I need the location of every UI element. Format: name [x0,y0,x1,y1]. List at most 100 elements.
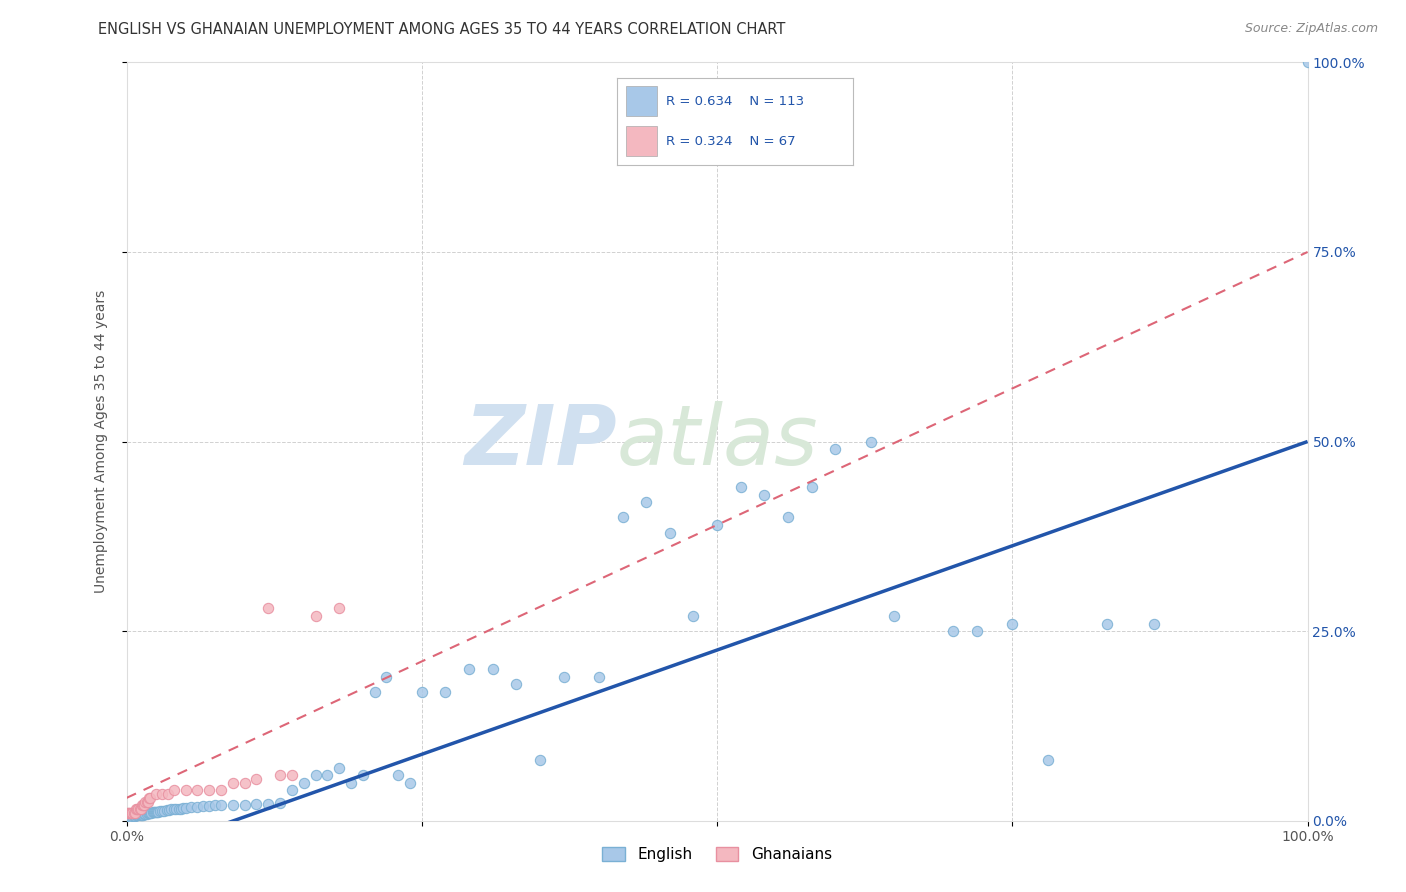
Text: ZIP: ZIP [464,401,617,482]
Point [1296,55,1319,70]
Point [129,807,152,822]
Point [148,805,170,819]
Point [411,685,433,699]
Point [142,805,165,820]
Point [125,802,148,816]
Point [136,806,159,821]
Point [163,783,186,797]
Point [121,809,143,823]
Point [170,801,193,815]
Point [146,805,169,819]
Point [156,787,179,801]
Point [824,442,846,457]
Point [160,802,183,816]
Point [156,803,179,817]
Point [120,810,142,824]
Point [139,806,162,821]
Point [859,434,882,449]
Point [363,685,385,699]
Point [135,795,157,809]
Point [141,805,163,820]
Point [118,810,141,824]
Point [1036,753,1059,767]
Point [776,510,799,524]
Point [505,677,527,691]
Point [883,608,905,623]
Point [135,806,157,821]
Point [754,487,776,501]
Point [328,760,350,774]
Point [204,798,226,813]
Point [553,669,575,683]
Point [730,480,752,494]
Point [209,783,232,797]
Point [127,802,149,816]
Point [172,801,194,815]
Point [304,608,326,623]
Point [434,685,457,699]
Point [157,803,180,817]
Point [257,797,280,811]
Point [118,806,141,821]
Point [115,806,138,821]
Point [153,804,176,818]
Point [245,772,267,786]
Point [122,806,145,821]
Point [281,768,304,782]
Point [127,808,149,822]
Point [233,776,256,790]
Point [588,669,610,683]
Y-axis label: Unemployment Among Ages 35 to 44 years: Unemployment Among Ages 35 to 44 years [94,290,108,593]
Point [145,805,167,819]
Point [292,776,315,790]
Point [352,768,374,782]
Point [125,808,148,822]
Point [245,797,267,811]
Point [141,806,163,821]
Point [138,791,160,805]
Point [198,799,221,814]
Point [131,798,153,813]
Point [129,802,152,816]
Point [120,810,142,824]
Point [1143,616,1166,631]
Point [120,806,142,821]
Legend: English, Ghanaians: English, Ghanaians [602,847,832,863]
Point [612,510,634,524]
Point [304,768,326,782]
Point [186,783,208,797]
Point [124,809,146,823]
Point [128,808,150,822]
Point [134,798,156,813]
Text: Source: ZipAtlas.com: Source: ZipAtlas.com [1244,22,1378,36]
Point [127,802,149,816]
Point [269,768,291,782]
Point [222,797,245,812]
Point [124,806,146,821]
Point [281,783,304,797]
Point [143,805,166,820]
Text: atlas: atlas [617,401,818,482]
Point [966,624,988,639]
Point [145,787,167,801]
Point [375,669,398,683]
Point [316,768,339,782]
Point [340,776,363,790]
Point [658,525,681,540]
Point [165,802,187,816]
Point [269,796,291,810]
Point [233,797,256,812]
Point [127,808,149,822]
Point [942,624,965,639]
Point [800,480,823,494]
Point [257,601,280,615]
Point [136,795,159,809]
Point [387,768,409,782]
Point [121,806,143,821]
Point [134,806,156,821]
Point [1001,616,1024,631]
Text: ENGLISH VS GHANAIAN UNEMPLOYMENT AMONG AGES 35 TO 44 YEARS CORRELATION CHART: ENGLISH VS GHANAIAN UNEMPLOYMENT AMONG A… [98,22,786,37]
Point [682,608,704,623]
Point [174,801,197,815]
Point [186,800,208,814]
